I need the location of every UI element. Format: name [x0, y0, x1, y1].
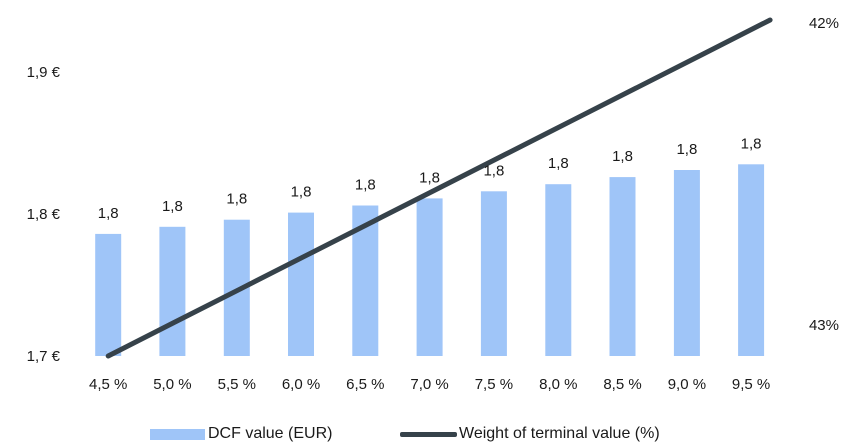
- bar-data-label: 1,8: [291, 184, 312, 201]
- bar: [416, 198, 443, 356]
- bar-data-label: 1,8: [355, 177, 376, 194]
- x-axis-tick-label: 6,0 %: [282, 376, 320, 393]
- bar: [673, 170, 700, 356]
- bar-data-label: 1,8: [483, 162, 504, 179]
- left-axis-tick-label: 1,8 €: [27, 206, 61, 223]
- legend-label-dcf-value: DCF value (EUR): [208, 425, 333, 442]
- x-axis-tick-label: 9,0 %: [668, 376, 706, 393]
- bar: [159, 226, 186, 356]
- left-axis-tick-label: 1,9 €: [27, 64, 61, 81]
- bar-data-label: 1,8: [419, 169, 440, 186]
- line-series-terminal-weight: [105, 17, 773, 359]
- x-axis-tick-label: 5,5 %: [218, 376, 256, 393]
- line-terminal-weight: [105, 17, 773, 359]
- x-axis-tick-label: 7,5 %: [475, 376, 513, 393]
- legend-item-dcf-value: DCF value (EUR): [150, 424, 332, 444]
- bar: [288, 212, 314, 356]
- bar-series-dcf-value: [95, 164, 765, 356]
- x-axis-tick-label: 5,0 %: [153, 376, 191, 393]
- x-axis-tick-label: 8,5 %: [603, 376, 641, 393]
- x-axis-ticks: 4,5 % 5,0 % 5,5 % 6,0 % 6,5 % 7,0 % 7,5 % 8,0 %…: [89, 376, 770, 393]
- legend-swatch-line: [400, 431, 457, 437]
- legend-label-terminal-weight: Weight of terminal value (%): [459, 425, 660, 442]
- bar-data-label: 1,8: [548, 155, 569, 172]
- bar-data-label: 1,8: [226, 191, 247, 208]
- bar-data-label: 1,8: [98, 205, 119, 222]
- bar: [738, 164, 765, 356]
- bar-data-label: 1,8: [162, 198, 183, 215]
- right-axis-ticks: 43% 42%: [809, 15, 839, 334]
- bar: [545, 184, 572, 356]
- x-axis-tick-label: 6,5 %: [346, 376, 384, 393]
- legend-swatch-bar: [150, 428, 205, 440]
- data-labels: 1,8 1,8 1,8 1,8 1,8 1,8 1,8 1,8 1,8 1,8 1,8: [98, 135, 762, 222]
- right-axis-tick-label: 43%: [809, 317, 839, 334]
- bar-data-label: 1,8: [676, 141, 697, 158]
- left-axis-tick-label: 1,7 €: [27, 348, 61, 365]
- x-axis-tick-label: 9,5 %: [732, 376, 770, 393]
- x-axis-tick-label: 4,5 %: [89, 376, 127, 393]
- bar: [480, 191, 507, 356]
- bar: [609, 177, 636, 356]
- bar-data-label: 1,8: [612, 148, 633, 165]
- right-axis-tick-label: 42%: [809, 15, 839, 32]
- bar-data-label: 1,8: [741, 135, 762, 152]
- left-axis-ticks: 1,7 € 1,8 € 1,9 €: [27, 64, 61, 365]
- bar: [95, 233, 122, 356]
- x-axis-tick-label: 8,0 %: [539, 376, 577, 393]
- x-axis-tick-label: 7,0 %: [410, 376, 448, 393]
- legend-item-terminal-weight: Weight of terminal value (%): [400, 424, 660, 444]
- legend: DCF value (EUR) Weight of terminal value…: [0, 420, 845, 444]
